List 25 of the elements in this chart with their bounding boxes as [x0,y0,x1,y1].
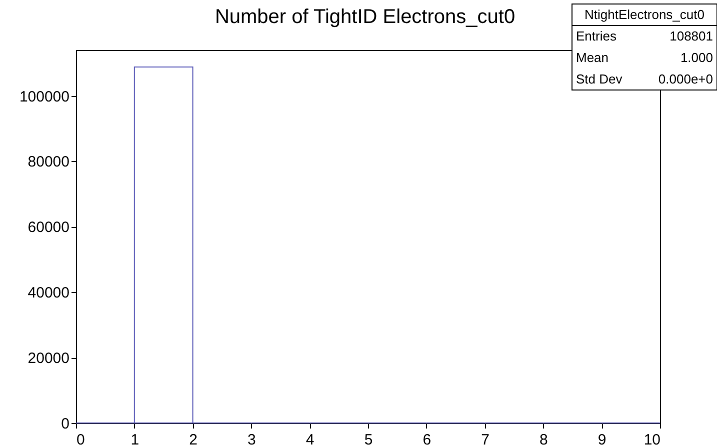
x-tick-label: 4 [306,432,314,446]
annotation: Std Dev [576,71,623,86]
x-tick-label: 2 [189,432,198,446]
chart-title: Number of TightID Electrons_cut0 [214,6,516,28]
x-tick-label: 7 [481,432,490,446]
y-tick-label: 80000 [28,154,70,171]
x-tick-label: 8 [540,432,548,446]
x-tick-label: 5 [364,432,373,446]
text: Entries [576,28,617,44]
x-tick-label: 1 [130,432,140,446]
x-tick-label: 3 [248,432,256,446]
y-tick-label: 100000 [19,88,70,106]
y-tick-label: 20000 [28,350,70,368]
x-tick-label: 6 [422,432,432,446]
text: NtightElectrons_cut0 [584,6,704,22]
x-tick-label: 9 [598,432,606,446]
y-tick-label: 40000 [28,284,70,302]
text: 1.000 [680,50,713,65]
y-tick-label: 0 [61,416,70,432]
text: 108801 [670,28,713,44]
x-tick-label: 10 [644,432,660,446]
x-tick-label: 0 [76,432,85,446]
annotation: Mean [576,50,609,65]
y-tick-label: 60000 [28,219,70,236]
annotation: 0.000e+0 [658,71,713,86]
